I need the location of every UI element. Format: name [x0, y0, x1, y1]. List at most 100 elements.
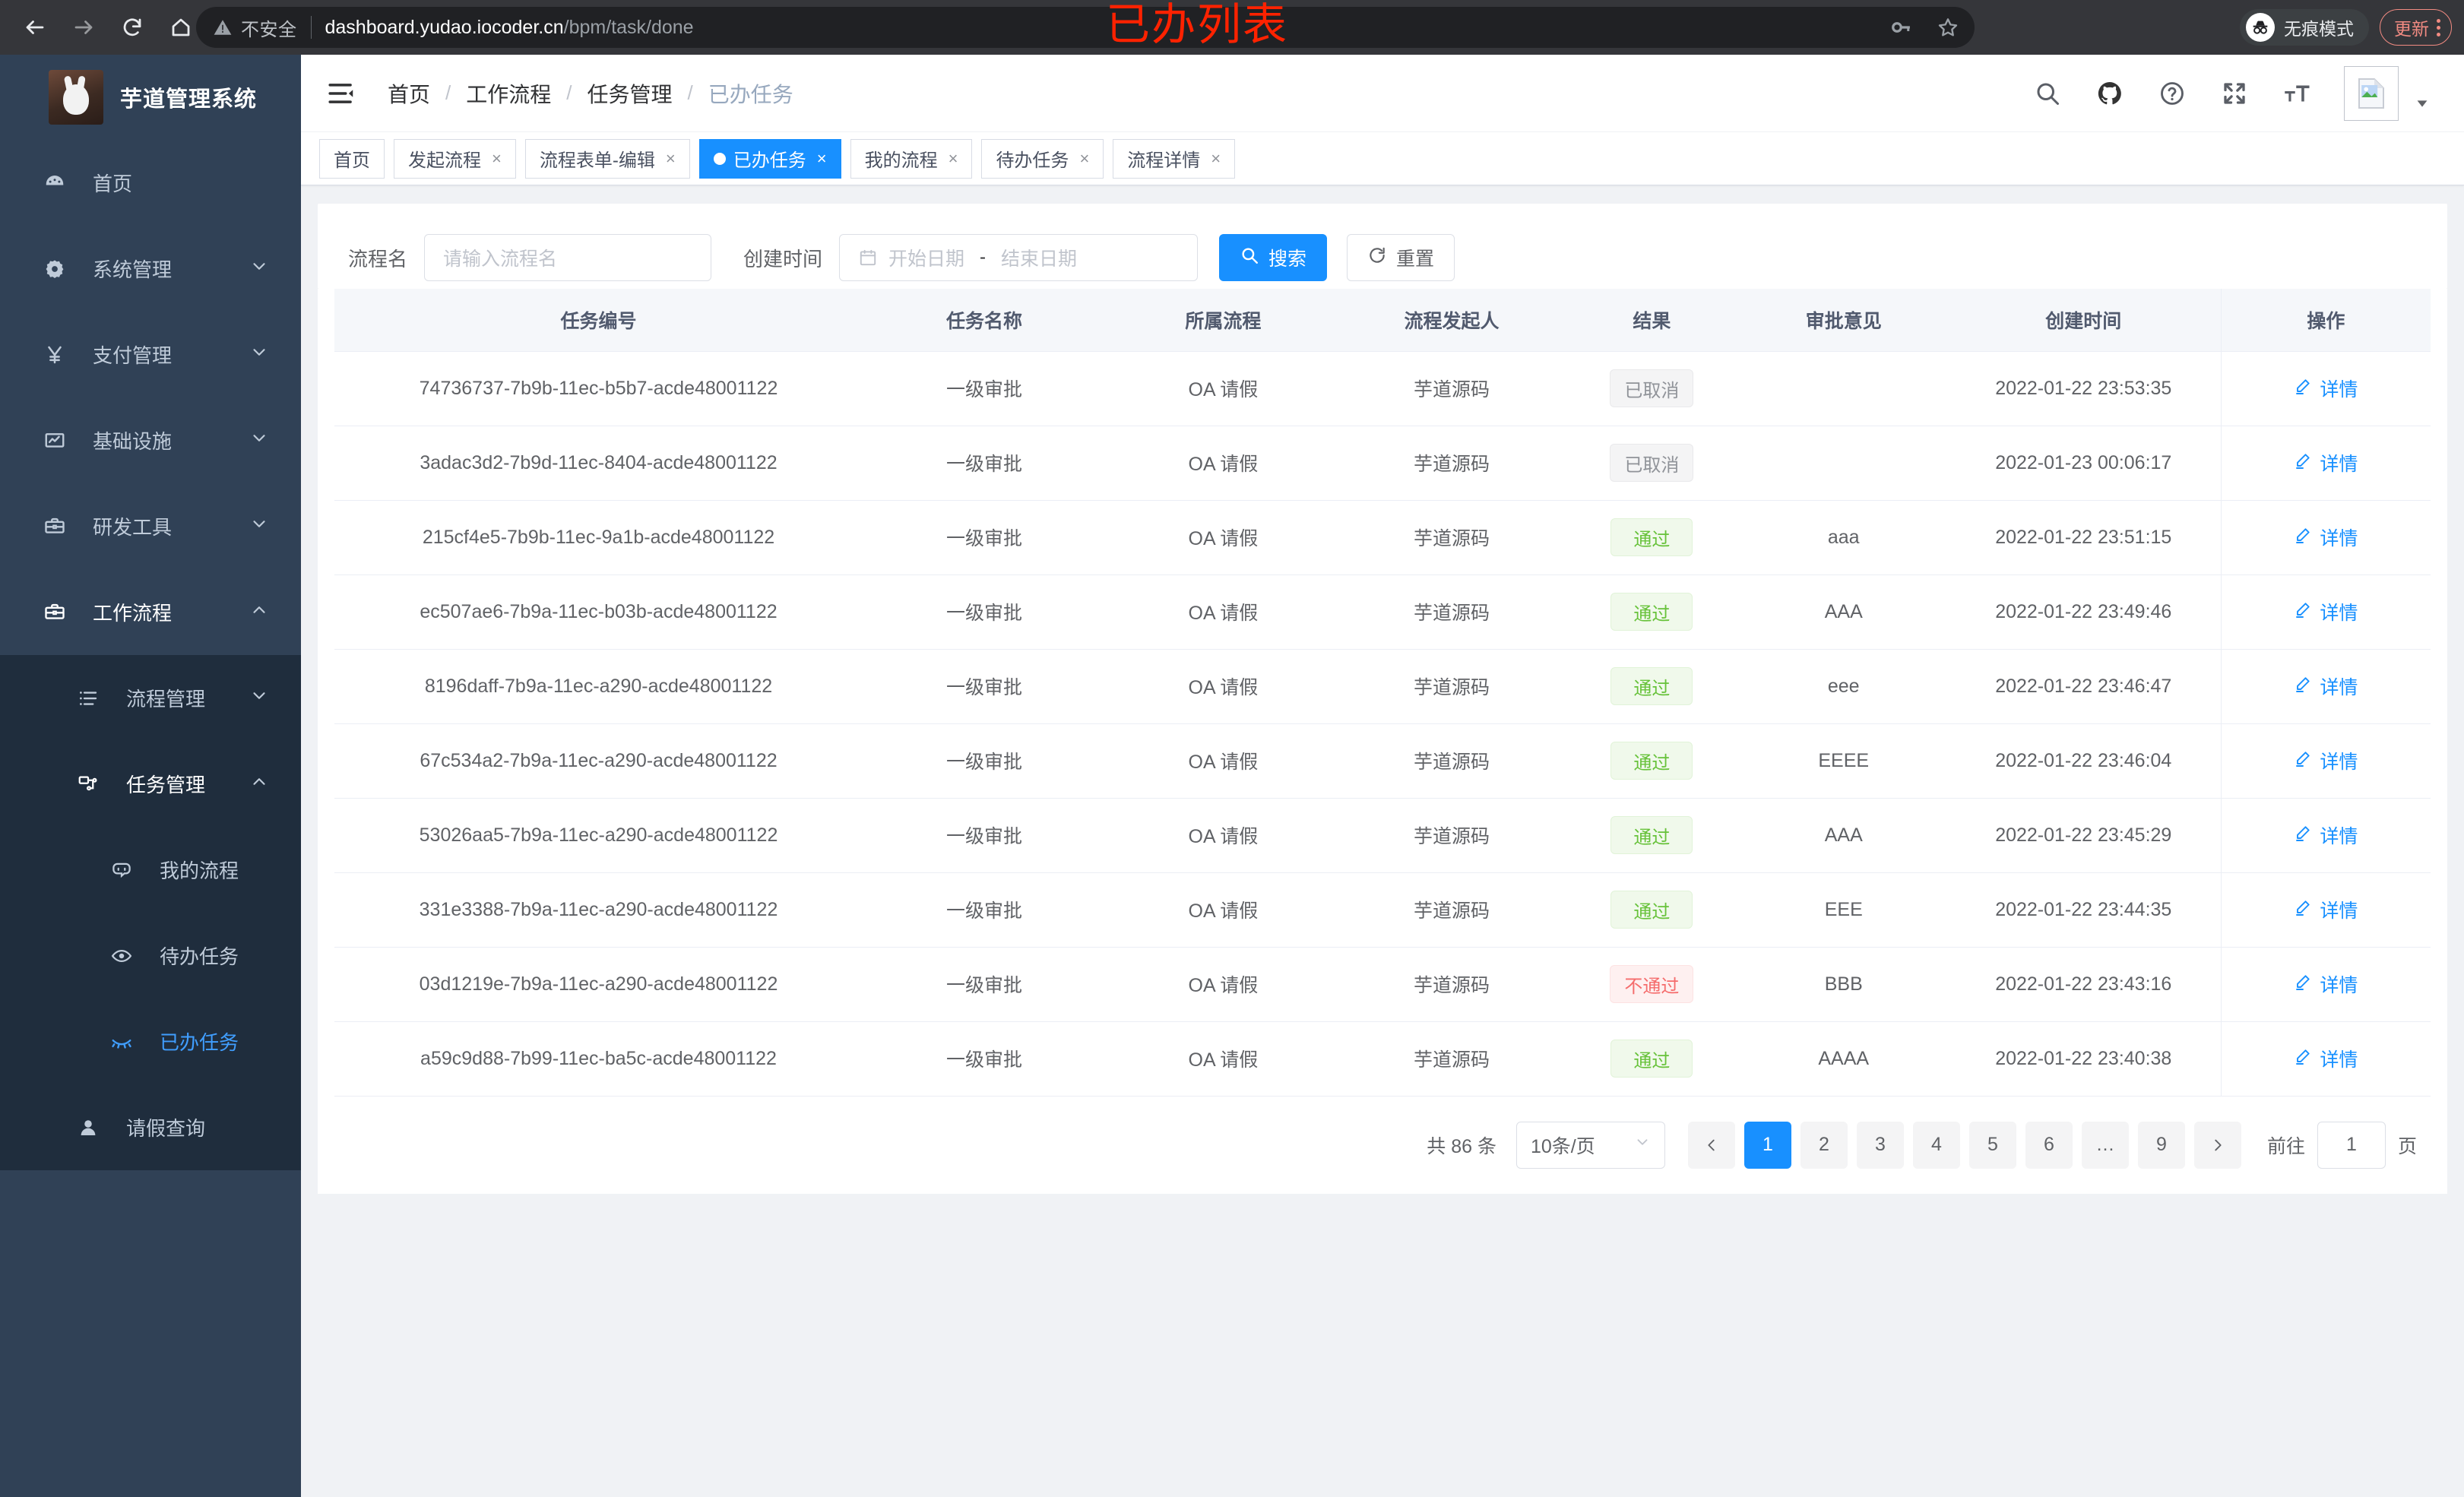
tab-start-process[interactable]: 发起流程 × [394, 138, 516, 179]
github-icon[interactable] [2095, 78, 2125, 109]
fullscreen-icon[interactable] [2219, 78, 2250, 109]
detail-button[interactable]: 详情 [2294, 821, 2358, 849]
sidebar-item-done-tasks[interactable]: 已办任务 [0, 999, 301, 1084]
hamburger-icon[interactable] [325, 77, 359, 110]
status-badge: 通过 [1610, 742, 1693, 780]
back-arrow-icon[interactable] [14, 6, 56, 49]
search-input[interactable]: 请输入流程名 [424, 234, 712, 281]
close-icon[interactable]: × [816, 148, 827, 168]
sidebar-item-todo-tasks[interactable]: 待办任务 [0, 913, 301, 999]
cell-task-name: 一级审批 [863, 872, 1106, 948]
page-size-select[interactable]: 10条/页 [1515, 1121, 1665, 1169]
status-badge: 通过 [1610, 593, 1693, 631]
pagination-next-button[interactable] [2193, 1121, 2241, 1169]
sidebar-item-system-management[interactable]: 系统管理 [0, 226, 301, 312]
cell-task-name: 一级审批 [863, 351, 1106, 426]
help-circle-icon[interactable] [2157, 78, 2187, 109]
font-size-icon[interactable] [2282, 78, 2312, 109]
edit-pencil-icon [2294, 1047, 2312, 1071]
pagination-page-6[interactable]: 6 [2025, 1121, 2073, 1169]
cell-action: 详情 [2220, 798, 2431, 873]
sidebar-item-payment-management[interactable]: 支付管理 [0, 312, 301, 397]
pagination-ellipsis[interactable]: … [2081, 1121, 2129, 1169]
table-row[interactable]: 74736737-7b9b-11ec-b5b7-acde48001122 一级审批… [334, 351, 2431, 426]
table-row[interactable]: 215cf4e5-7b9b-11ec-9a1b-acde48001122 一级审批… [334, 500, 2431, 575]
reset-button[interactable]: 重置 [1347, 234, 1455, 281]
sidebar-item-process-management[interactable]: 流程管理 [0, 655, 301, 741]
pagination-prev-button[interactable] [1687, 1121, 1735, 1169]
table-row[interactable]: 8196daff-7b9a-11ec-a290-acde48001122 一级审批… [334, 649, 2431, 724]
detail-button[interactable]: 详情 [2294, 524, 2358, 551]
tab-my-process[interactable]: 我的流程 × [850, 138, 973, 179]
forward-arrow-icon[interactable] [62, 6, 105, 49]
sidebar-item-my-process[interactable]: 我的流程 [0, 827, 301, 913]
close-icon[interactable]: × [665, 148, 676, 168]
page-size-value: 10条/页 [1530, 1135, 1595, 1157]
status-badge: 通过 [1610, 518, 1693, 556]
url-text[interactable]: dashboard.yudao.iocoder.cn/bpm/task/done [325, 17, 694, 39]
tab-todo-tasks[interactable]: 待办任务 × [981, 138, 1104, 179]
tab-label: 发起流程 [408, 150, 481, 171]
caret-down-icon[interactable] [2414, 95, 2431, 116]
sidebar-item-infrastructure[interactable]: 基础设施 [0, 397, 301, 483]
table-row[interactable]: 331e3388-7b9a-11ec-a290-acde48001122 一级审批… [334, 872, 2431, 948]
bookmark-star-icon[interactable] [1935, 14, 1961, 40]
date-range-picker[interactable]: 开始日期 - 结束日期 [839, 234, 1199, 281]
sidebar-item-workflow[interactable]: 工作流程 [0, 569, 301, 655]
table-row[interactable]: 3adac3d2-7b9d-11ec-8404-acde48001122 一级审批… [334, 426, 2431, 501]
brand[interactable]: 芋道管理系统 [0, 55, 301, 140]
close-icon[interactable]: × [1079, 148, 1090, 168]
cell-comment: EEE [1740, 872, 1946, 948]
detail-button[interactable]: 详情 [2294, 896, 2358, 923]
close-icon[interactable]: × [1211, 148, 1221, 168]
table-row[interactable]: 53026aa5-7b9a-11ec-a290-acde48001122 一级审批… [334, 798, 2431, 873]
pagination-page-9[interactable]: 9 [2137, 1121, 2185, 1169]
detail-button[interactable]: 详情 [2294, 673, 2358, 700]
table-row[interactable]: 03d1219e-7b9a-11ec-a290-acde48001122 一级审批… [334, 947, 2431, 1022]
pagination-page-3[interactable]: 3 [1856, 1121, 1904, 1169]
jump-page-input[interactable]: 1 [2317, 1121, 2386, 1169]
detail-button[interactable]: 详情 [2294, 970, 2358, 998]
sidebar-item-home[interactable]: 首页 [0, 140, 301, 226]
tab-process-form-edit[interactable]: 流程表单-编辑 × [524, 138, 690, 179]
tab-done-tasks[interactable]: 已办任务 × [698, 138, 841, 179]
table-row[interactable]: 67c534a2-7b9a-11ec-a290-acde48001122 一级审批… [334, 723, 2431, 799]
cell-created-time: 2022-01-22 23:49:46 [1946, 574, 2222, 650]
close-icon[interactable]: × [492, 148, 502, 168]
reload-icon[interactable] [111, 6, 154, 49]
pagination-page-5[interactable]: 5 [1968, 1121, 2016, 1169]
omnibox-action-icons [1888, 7, 1961, 48]
table-row[interactable]: a59c9d88-7b99-11ec-ba5c-acde48001122 一级审批… [334, 1021, 2431, 1097]
kebab-menu-icon[interactable] [2437, 18, 2440, 36]
incognito-mode-badge[interactable]: 无痕模式 [2240, 9, 2369, 46]
sidebar-item-label: 基础设施 [93, 430, 173, 453]
password-key-icon[interactable] [1888, 14, 1914, 40]
pagination-page-1[interactable]: 1 [1743, 1121, 1791, 1169]
detail-button[interactable]: 详情 [2294, 375, 2358, 402]
pagination-page-4[interactable]: 4 [1912, 1121, 1960, 1169]
detail-button[interactable]: 详情 [2294, 449, 2358, 476]
detail-button[interactable]: 详情 [2294, 1045, 2358, 1072]
update-button[interactable]: 更新 [2380, 9, 2452, 46]
close-icon[interactable]: × [948, 148, 958, 168]
pagination-page-2[interactable]: 2 [1800, 1121, 1848, 1169]
site-security-indicator[interactable]: 不安全 [213, 14, 297, 41]
column-header-initiator: 流程发起人 [1340, 289, 1563, 352]
detail-button[interactable]: 详情 [2294, 598, 2358, 625]
sidebar-item-leave-query[interactable]: 请假查询 [0, 1084, 301, 1170]
sidebar-item-dev-tools[interactable]: 研发工具 [0, 483, 301, 569]
table-header-row: 任务编号 任务名称 所属流程 流程发起人 结果 审批意见 创建时间 操作 [334, 289, 2431, 352]
search-button[interactable]: 搜索 [1219, 234, 1328, 281]
detail-button[interactable]: 详情 [2294, 747, 2358, 774]
sidebar-item-task-management[interactable]: 任务管理 [0, 741, 301, 827]
tab-home[interactable]: 首页 [319, 138, 385, 179]
breadcrumb-item[interactable]: 任务管理 [587, 82, 673, 106]
breadcrumb-item[interactable]: 首页 [388, 82, 431, 106]
tab-process-detail[interactable]: 流程详情 × [1113, 138, 1236, 179]
search-icon[interactable] [2032, 78, 2063, 109]
address-bar[interactable]: 不安全 dashboard.yudao.iocoder.cn/bpm/task/… [196, 7, 1975, 48]
home-icon[interactable] [160, 6, 202, 49]
table-row[interactable]: ec507ae6-7b9a-11ec-b03b-acde48001122 一级审批… [334, 574, 2431, 650]
breadcrumb-item[interactable]: 工作流程 [466, 82, 552, 106]
avatar[interactable] [2344, 66, 2399, 121]
